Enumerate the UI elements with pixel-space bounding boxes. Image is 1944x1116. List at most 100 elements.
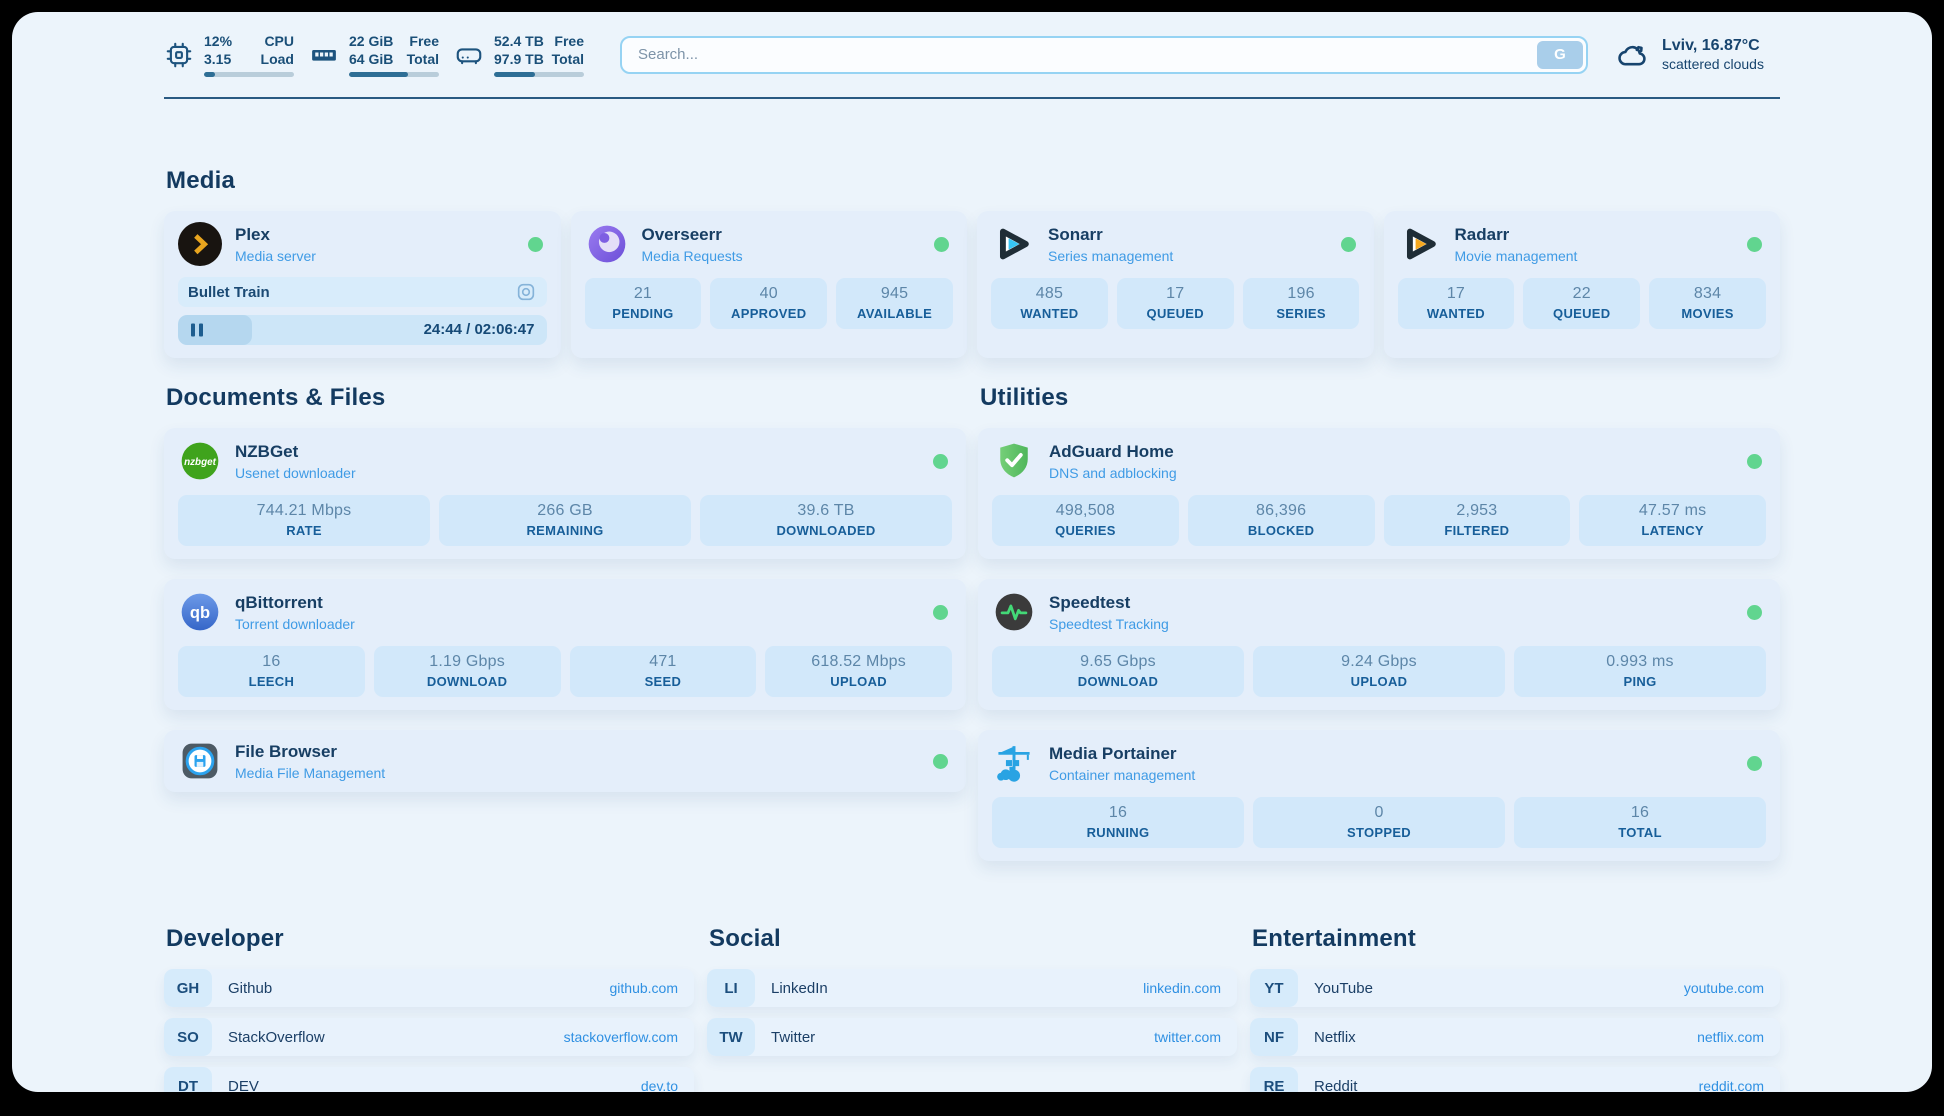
search-engine-button[interactable]: G — [1537, 40, 1583, 69]
stat-label: SEED — [644, 674, 682, 690]
app-card-overseerr[interactable]: Overseerr Media Requests 21 PENDING 40 APP… — [570, 211, 967, 359]
ram-monitor: 22 GiB Free 64 GiB Total — [309, 32, 439, 78]
search-input[interactable] — [620, 35, 1588, 74]
disk-monitor: 52.4 TB Free 97.9 TB Total — [454, 32, 584, 78]
ram-free-label: Free — [409, 33, 439, 49]
nzbget-icon: nzbget — [178, 439, 222, 483]
stat-tile: 945 AVAILABLE — [836, 278, 953, 330]
stat-tile: 196 SERIES — [1242, 278, 1360, 330]
bookmark-link-netflix[interactable]: NF Netflix netflix.com — [1250, 1018, 1780, 1057]
status-indicator — [1747, 453, 1762, 469]
bookmark-abbr: YT — [1250, 969, 1298, 1008]
stat-tile: 618.52 Mbps UPLOAD — [765, 646, 952, 698]
filebrowser-icon — [178, 739, 222, 783]
cloud-icon — [1616, 38, 1650, 72]
bookmark-abbr: DT — [164, 1067, 212, 1092]
bookmark-abbr: LI — [707, 969, 755, 1008]
app-name: AdGuard Home — [1049, 442, 1174, 462]
disk-progress-bar — [494, 72, 584, 78]
bookmark-abbr: NF — [1250, 1018, 1298, 1057]
bookmark-link-youtube[interactable]: YT YouTube youtube.com — [1250, 969, 1780, 1008]
app-card-sonarr[interactable]: Sonarr Series management 485 WANTED 17 QUE… — [977, 211, 1374, 359]
app-subtitle: Media Requests — [641, 247, 743, 264]
section-title-developer: Developer — [166, 925, 284, 953]
overseerr-icon — [585, 222, 629, 266]
stat-value: 744.21 Mbps — [256, 502, 352, 520]
bookmark-link-twitter[interactable]: TW Twitter twitter.com — [707, 1018, 1237, 1057]
bookmark-url: github.com — [609, 980, 678, 997]
stat-tile: 21 PENDING — [584, 278, 702, 330]
playback-progress-fill — [178, 315, 252, 346]
stat-tile: 485 WANTED — [991, 278, 1108, 330]
playback-time: 24:44 / 02:06:47 — [423, 321, 535, 339]
app-name: Sonarr — [1048, 225, 1103, 245]
bookmark-link-github[interactable]: GH Github github.com — [164, 969, 694, 1008]
bookmark-abbr: SO — [164, 1018, 212, 1057]
stat-label: DOWNLOADED — [776, 523, 876, 539]
stat-value: 471 — [649, 653, 677, 671]
bookmark-link-stackoverflow[interactable]: SO StackOverflow stackoverflow.com — [164, 1018, 694, 1057]
stat-tile: 40 APPROVED — [710, 278, 828, 330]
app-card-speedtest[interactable]: Speedtest Speedtest Tracking 9.65 Gbps DO… — [978, 579, 1780, 711]
bookmark-link-reddit[interactable]: RE Reddit reddit.com — [1250, 1067, 1780, 1092]
ram-progress-fill — [349, 72, 409, 78]
stat-value: 0.993 ms — [1606, 653, 1674, 671]
stat-label: RATE — [286, 523, 322, 539]
status-indicator — [1747, 755, 1762, 771]
stat-tile: 744.21 Mbps RATE — [178, 495, 430, 547]
stat-tile: 39.6 TB DOWNLOADED — [700, 495, 952, 547]
app-subtitle: Torrent downloader — [235, 615, 355, 632]
disk-progress-fill — [494, 72, 536, 78]
bookmark-url: linkedin.com — [1143, 980, 1221, 997]
app-card-filebrowser[interactable]: File Browser Media File Management — [164, 730, 966, 793]
stat-tile: 17 QUEUED — [1116, 278, 1234, 330]
stat-tile: 9.24 Gbps UPLOAD — [1253, 646, 1505, 698]
app-card-radarr[interactable]: Radarr Movie management 17 WANTED 22 QUEUE… — [1383, 211, 1780, 359]
app-card-portainer[interactable]: Media Portainer Container management 16 R… — [978, 730, 1780, 862]
app-name: Radarr — [1454, 225, 1510, 245]
stat-label: QUERIES — [1055, 523, 1116, 539]
now-playing-settings-icon[interactable] — [515, 281, 537, 303]
section-title-utilities: Utilities — [980, 384, 1069, 412]
cpu-label: CPU — [264, 33, 294, 49]
pause-icon[interactable] — [191, 323, 203, 337]
stat-value: 9.24 Gbps — [1341, 653, 1417, 671]
disk-free-label: Free — [554, 33, 584, 49]
app-subtitle: Container management — [1049, 766, 1196, 783]
bookmark-url: netflix.com — [1697, 1029, 1764, 1046]
stat-label: STOPPED — [1347, 825, 1411, 841]
bookmark-name: StackOverflow — [228, 1028, 325, 1046]
stat-tile: 0 STOPPED — [1253, 797, 1505, 849]
stat-value: 196 — [1287, 285, 1315, 303]
stat-value: 17 — [1166, 285, 1185, 303]
plex-icon — [178, 222, 222, 267]
app-card-nzbget[interactable]: nzbget NZBGet Usenet downloader 744.21 M… — [164, 428, 966, 560]
stat-tile: 2,953 FILTERED — [1383, 495, 1571, 547]
app-name: NZBGet — [235, 442, 299, 462]
weather-widget: Lviv, 16.87°C scattered clouds — [1616, 37, 1780, 72]
app-card-qbittorrent[interactable]: qb qBittorrent Torrent downloader 16 LEEC… — [164, 579, 966, 711]
app-name: Media Portainer — [1049, 744, 1177, 764]
stat-label: FILTERED — [1444, 523, 1510, 539]
stat-value: 945 — [880, 285, 909, 303]
adguard-shield-icon — [992, 439, 1036, 483]
stat-tile: 22 QUEUED — [1523, 278, 1641, 330]
app-subtitle: Movie management — [1454, 247, 1578, 264]
documents-column: Documents & Files nzbget NZBGet Usenet d… — [164, 384, 966, 793]
stat-label: AVAILABLE — [856, 306, 933, 322]
cpu-icon — [164, 40, 194, 70]
app-card-adguard[interactable]: AdGuard Home DNS and adblocking 498,508 Q… — [978, 428, 1780, 560]
playback-progress-bar[interactable]: 24:44 / 02:06:47 — [178, 315, 547, 346]
stat-tile: 834 MOVIES — [1649, 278, 1766, 330]
app-subtitle: DNS and adblocking — [1049, 464, 1177, 481]
bookmark-url: twitter.com — [1154, 1029, 1221, 1046]
stat-tile: 266 GB REMAINING — [439, 495, 691, 547]
cpu-progress-bar — [204, 72, 294, 78]
stat-tile: 16 LEECH — [178, 646, 365, 698]
stat-label: LATENCY — [1641, 523, 1704, 539]
stat-value: 0 — [1374, 804, 1384, 822]
bookmark-link-linkedin[interactable]: LI LinkedIn linkedin.com — [707, 969, 1237, 1008]
bookmark-link-dev[interactable]: DT DEV dev.to — [164, 1067, 694, 1092]
app-card-plex[interactable]: Plex Media server Bullet Train 24:44 / 0… — [164, 211, 561, 359]
stat-value: 16 — [1630, 804, 1650, 822]
